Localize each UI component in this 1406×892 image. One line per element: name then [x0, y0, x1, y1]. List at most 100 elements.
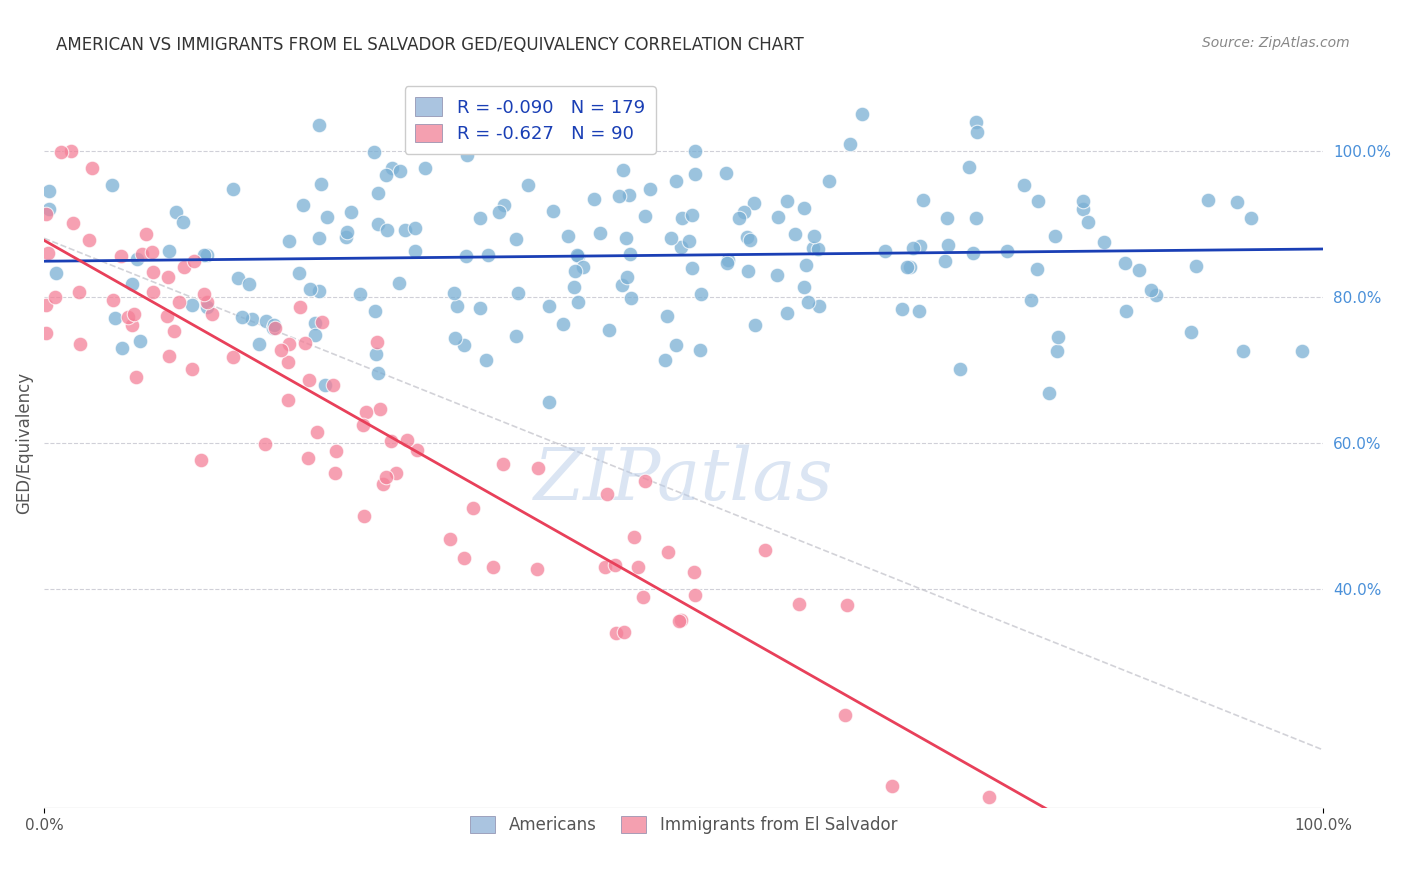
Point [1197, 193, 1219, 207]
Point [141, 245, 163, 260]
Point [51, 145, 73, 159]
Point [685, 588, 707, 602]
Point [374, 168, 396, 182]
Point [775, 306, 797, 320]
Point [605, 625, 627, 640]
Point [375, 223, 398, 237]
Point [353, 509, 375, 524]
Point [787, 597, 810, 611]
Point [565, 247, 588, 261]
Point [308, 118, 330, 132]
Point [364, 347, 387, 361]
Point [349, 287, 371, 301]
Point [717, 252, 740, 267]
Point [413, 161, 436, 175]
Point [1046, 343, 1069, 358]
Point [366, 334, 388, 349]
Point [910, 239, 932, 253]
Point [1077, 215, 1099, 229]
Point [336, 225, 359, 239]
Point [165, 205, 187, 219]
Point [505, 329, 527, 343]
Point [669, 240, 692, 254]
Point [553, 318, 575, 332]
Point [264, 321, 287, 335]
Point [195, 248, 218, 262]
Point [277, 393, 299, 408]
Point [44, 290, 66, 304]
Point [340, 205, 363, 219]
Point [247, 337, 270, 351]
Point [335, 230, 357, 244]
Point [110, 249, 132, 263]
Point [363, 145, 385, 159]
Point [957, 160, 980, 174]
Point [454, 249, 477, 263]
Point [610, 278, 633, 293]
Point [314, 377, 336, 392]
Point [270, 343, 292, 358]
Point [793, 280, 815, 294]
Point [288, 301, 311, 315]
Point [1240, 211, 1263, 225]
Point [45, 266, 67, 280]
Point [669, 614, 692, 628]
Point [977, 790, 1000, 805]
Point [891, 302, 914, 317]
Point [323, 467, 346, 481]
Point [966, 126, 988, 140]
Point [482, 559, 505, 574]
Point [367, 217, 389, 231]
Point [742, 196, 765, 211]
Point [962, 837, 984, 851]
Point [470, 301, 492, 315]
Point [122, 307, 145, 321]
Point [169, 295, 191, 310]
Point [797, 295, 820, 310]
Point [238, 277, 260, 292]
Point [356, 405, 378, 419]
Point [1114, 256, 1136, 270]
Point [733, 204, 755, 219]
Point [325, 444, 347, 458]
Point [124, 370, 146, 384]
Point [808, 300, 831, 314]
Point [395, 433, 418, 447]
Point [404, 244, 426, 258]
Point [965, 115, 987, 129]
Point [389, 164, 412, 178]
Point [117, 310, 139, 324]
Point [735, 230, 758, 244]
Point [880, 779, 903, 793]
Point [817, 174, 839, 188]
Point [965, 211, 987, 226]
Point [562, 280, 585, 294]
Point [163, 325, 186, 339]
Point [1092, 235, 1115, 250]
Point [456, 148, 478, 162]
Point [156, 310, 179, 324]
Point [659, 231, 682, 245]
Point [488, 205, 510, 219]
Point [803, 229, 825, 244]
Point [665, 174, 688, 188]
Point [627, 559, 650, 574]
Point [183, 254, 205, 268]
Point [298, 373, 321, 387]
Point [1026, 194, 1049, 208]
Point [226, 271, 249, 285]
Point [1012, 178, 1035, 192]
Point [527, 461, 550, 475]
Point [949, 362, 972, 376]
Point [616, 269, 638, 284]
Point [80, 161, 103, 176]
Point [35, 298, 58, 312]
Point [640, 182, 662, 196]
Point [201, 307, 224, 321]
Point [477, 248, 499, 262]
Point [263, 318, 285, 332]
Point [370, 402, 392, 417]
Point [294, 336, 316, 351]
Point [623, 530, 645, 544]
Point [35, 326, 58, 340]
